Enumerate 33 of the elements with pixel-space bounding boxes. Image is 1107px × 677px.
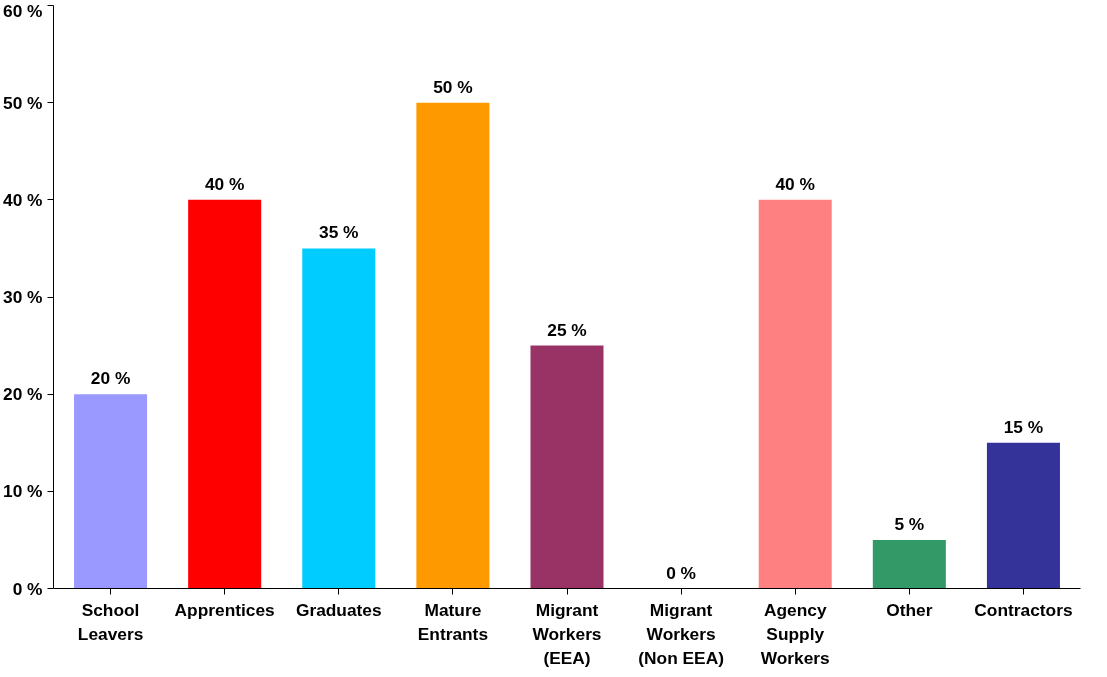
y-tick-label: 0 % [12,578,43,599]
x-tick-label: School Leavers [77,599,144,644]
data-label: 40 % [775,173,815,194]
bar [302,248,376,589]
bar [530,345,604,589]
x-tick-label: Migrant Workers (EEA) [532,599,602,668]
y-tick-label: 30 % [3,287,43,307]
bar [872,539,946,589]
y-tick-label: 60 % [3,0,43,21]
data-label: 40 % [204,173,245,194]
x-tick-label: Contractors [974,599,1073,620]
y-tick-label: 50 % [3,92,43,113]
x-tick-label: Agency Supply Workers [760,599,830,668]
y-tick-label: 10 % [3,481,43,502]
x-tick-label: Migrant Workers (Non EEA) [638,599,724,668]
data-label: 0 % [666,562,697,583]
bar [986,442,1060,589]
y-tick-label: 20 % [3,384,43,405]
x-tick-label: Mature Entrants [417,599,489,644]
data-label: 15 % [1003,416,1044,437]
y-tick-label: 40 % [3,189,43,210]
data-label: 35 % [319,222,359,243]
x-tick-label: Apprentices [174,599,275,620]
bar [188,199,262,589]
data-label: 25 % [547,319,587,340]
x-tick-label: Graduates [295,599,382,620]
bar [758,199,832,589]
data-label: 50 % [433,76,473,97]
data-label: 20 % [90,368,131,389]
x-tick-label: Other [886,599,933,620]
bar [74,394,148,589]
data-label: 5 % [894,513,925,534]
bar [416,102,490,589]
